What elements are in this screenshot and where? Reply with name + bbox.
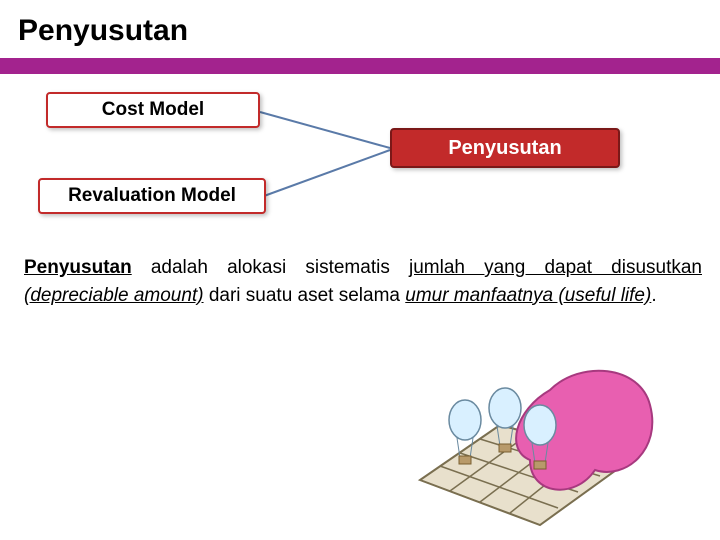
definition-paragraph: Penyusutan adalah alokasi sistematis jum… bbox=[24, 254, 702, 309]
decorative-illustration bbox=[410, 330, 660, 530]
para-t3: jumlah yang dapat disusutkan bbox=[409, 257, 702, 278]
para-t6: umur manfaatnya (useful life) bbox=[405, 285, 651, 306]
para-t4: (depreciable amount) bbox=[24, 285, 204, 306]
box-peny-label: Penyusutan bbox=[448, 137, 561, 160]
box-cost-model: Cost Model bbox=[46, 92, 260, 128]
box-cost-label: Cost Model bbox=[102, 99, 204, 121]
para-t5: dari suatu aset selama bbox=[204, 285, 406, 306]
page-title: Penyusutan bbox=[0, 0, 720, 48]
box-reval-label: Revaluation Model bbox=[68, 185, 236, 207]
title-underline bbox=[0, 58, 720, 74]
box-penyusutan: Penyusutan bbox=[390, 128, 620, 168]
para-term: Penyusutan bbox=[24, 257, 132, 278]
box-revaluation-model: Revaluation Model bbox=[38, 178, 266, 214]
para-t7: . bbox=[651, 285, 656, 306]
para-t2: adalah alokasi sistematis bbox=[132, 257, 409, 278]
